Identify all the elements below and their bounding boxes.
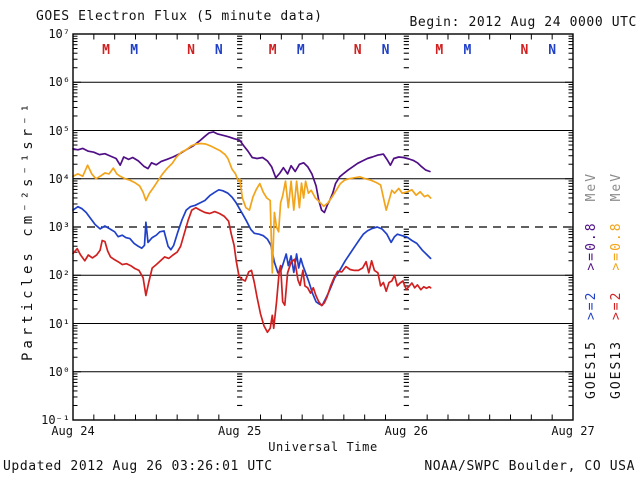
updated-timestamp: Updated 2012 Aug 26 03:26:01 UTC [3,459,273,474]
event-marker-n: N [520,43,529,58]
event-marker-n: N [548,43,557,58]
x-tick-label-2: Aug 26 [384,424,429,438]
flux-curve-goes13-0.8-mev [72,142,432,274]
flux-curve-goes15-2-mev [72,188,432,307]
x-tick-label-1: Aug 25 [217,424,262,438]
y-tick-label--1: 10⁻¹ [41,413,70,427]
event-marker-m: M [130,43,139,58]
legend-entry-MeV: MeV [584,171,599,202]
event-marker-n: N [187,43,195,58]
y-tick-label-0: 10⁰ [48,364,70,379]
flux-curve-goes15-0.8-mev [72,131,431,214]
legend-column-goes15: GOES15 >=2 >=0.8 MeV [584,172,599,399]
y-tick-label-3: 10³ [48,220,70,234]
x-tick-label-3: Aug 27 [551,424,595,438]
chart-title: GOES Electron Flux (5 minute data) [36,9,323,24]
y-tick-label-1: 10¹ [48,316,70,331]
event-marker-n: N [353,43,362,58]
y-tick-label-7: 10⁷ [48,27,70,41]
x-axis-title: Universal Time [268,440,378,454]
legend-satellite-label: GOES13 [609,340,624,399]
credit-label: NOAA/SWPC Boulder, CO USA [424,459,635,474]
x-tick-label-0: Aug 24 [51,424,95,438]
legend-entry-2: >=2 [609,290,624,321]
event-marker-n: N [214,43,223,58]
event-marker-n: N [381,43,390,58]
plot-border [72,33,574,421]
begin-timestamp: Begin: 2012 Aug 24 0000 UTC [409,15,637,30]
legend-entry-0.8: >=0.8 [584,221,599,271]
y-tick-label-2: 10² [48,268,70,283]
y-axis-tick-labels: 10⁷ 10⁶ 10⁵ 10⁴ 10³ 10² 10¹ 10⁰ 10⁻¹ [28,0,70,480]
event-marker-m: M [296,43,305,58]
y-tick-label-4: 10⁴ [48,171,70,186]
legend-entry-0.8: >=0.8 [609,221,624,271]
event-marker-m: M [268,43,277,58]
legend-entry-MeV: MeV [609,171,624,202]
flux-curve-goes13-2-mev [72,206,432,334]
y-tick-label-6: 10⁶ [48,75,70,90]
event-marker-m: M [102,43,110,58]
event-marker-m: M [463,43,472,58]
legend-column-goes13: GOES13 >=2 >=0.8 MeV [609,172,624,399]
legend-entry-2: >=2 [584,290,599,321]
y-tick-label-5: 10⁵ [48,123,70,138]
legend-satellite-label: GOES15 [584,340,599,399]
event-marker-m: M [435,43,444,58]
